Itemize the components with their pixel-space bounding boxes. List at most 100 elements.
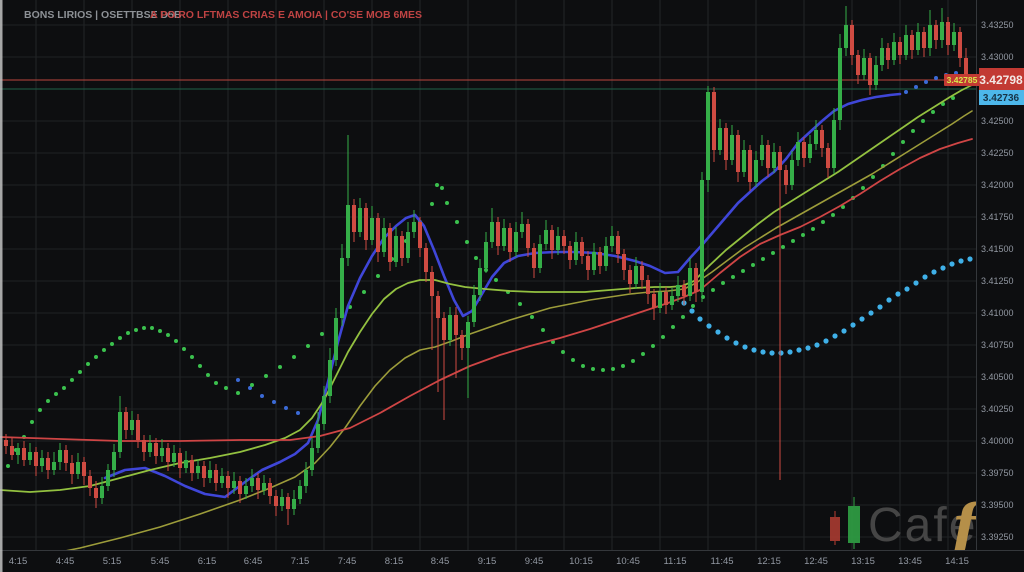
candle: [562, 236, 566, 246]
candle: [874, 65, 878, 85]
candle: [766, 145, 770, 168]
candle: [244, 486, 248, 494]
sar-topright-blue-dot: [904, 90, 908, 94]
sar-topright-blue-dot: [914, 85, 918, 89]
candle: [364, 208, 368, 240]
sar-hump-green-dot: [150, 326, 154, 330]
kijun-cyan-dotted-dot: [805, 345, 811, 351]
candle: [718, 128, 722, 150]
left-edge-scrollbar[interactable]: [0, 0, 3, 572]
candle: [58, 450, 62, 462]
kijun-cyan-dotted-dot: [778, 350, 784, 356]
candle: [892, 42, 896, 60]
sar-parabola-green-dot: [591, 367, 595, 371]
candle: [358, 208, 362, 232]
price-label: 3.39250: [981, 532, 1014, 542]
candle: [688, 268, 692, 296]
price-label: 3.39500: [981, 500, 1014, 510]
time-label: 5:45: [151, 556, 170, 567]
candle: [436, 296, 440, 318]
sar-parabola-green-dot: [831, 213, 835, 217]
time-axis-background[interactable]: [0, 550, 1024, 572]
candle: [490, 222, 494, 242]
candle: [748, 150, 752, 182]
candle: [178, 453, 182, 468]
time-label: 14:15: [945, 556, 969, 567]
candle: [238, 481, 242, 494]
candle: [10, 446, 14, 455]
candle: [778, 152, 782, 170]
time-label: 8:15: [385, 556, 404, 567]
bid-price-tag-value: 3.42798: [979, 73, 1023, 87]
candle: [742, 150, 746, 172]
candle: [754, 160, 758, 182]
time-label: 13:45: [898, 556, 922, 567]
kijun-cyan-dotted-dot: [733, 340, 739, 346]
sar-parabola-green-dot: [901, 140, 905, 144]
time-axis[interactable]: 4:15 4:45 5:15 5:45 6:15 6:45 7:15 7:45 8:15 8:45…: [0, 550, 1024, 572]
candle: [16, 448, 20, 455]
candle: [304, 470, 308, 486]
candle: [28, 452, 32, 460]
candle: [808, 144, 812, 158]
sar-ascending-green-dot: [236, 391, 240, 395]
candle: [622, 254, 626, 270]
candle: [700, 180, 704, 292]
sar-hump-green-dot: [214, 381, 218, 385]
candle: [76, 462, 80, 474]
logo-word-cafe: Cafe: [868, 499, 977, 552]
time-label: 5:15: [103, 556, 122, 567]
candle: [160, 448, 164, 456]
sar-hump-green-dot: [206, 373, 210, 377]
sar-parabola-green-dot: [581, 364, 585, 368]
sar-hump-green-dot: [30, 420, 34, 424]
candle: [280, 497, 284, 506]
candle: [352, 205, 356, 232]
kijun-cyan-dotted-dot: [823, 338, 829, 344]
candle: [898, 42, 902, 55]
candle: [46, 458, 50, 470]
candle: [328, 360, 332, 396]
sar-hump-green-dot: [110, 342, 114, 346]
candle: [940, 22, 944, 40]
price-label: 3.41500: [981, 244, 1014, 254]
candle: [706, 92, 710, 180]
sar-parabola-green-dot: [474, 256, 478, 260]
candle: [916, 32, 920, 50]
candle: [382, 228, 386, 252]
candle: [256, 478, 260, 490]
sar-parabola-green-dot: [445, 201, 449, 205]
chart-title-symbol: BONS LIRIOS | OSETTBSE D5B: [24, 9, 182, 21]
kijun-cyan-dotted-dot: [796, 347, 802, 353]
candle: [472, 295, 476, 322]
candle: [592, 252, 596, 270]
sar-hump-green-dot: [70, 378, 74, 382]
candle: [292, 499, 296, 509]
candle: [664, 292, 668, 305]
candle: [100, 486, 104, 498]
candle: [922, 32, 926, 48]
sar-hump-blue-tail-dot: [272, 400, 276, 404]
candle: [646, 280, 650, 294]
ask-price-tag-value: 3.42736: [983, 93, 1020, 104]
candle: [316, 424, 320, 448]
candle: [454, 315, 458, 335]
sar-hump-blue-tail-dot: [284, 406, 288, 410]
sar-parabola-green-dot: [911, 129, 915, 133]
candle: [274, 496, 278, 506]
candle: [814, 130, 818, 144]
candle: [190, 460, 194, 473]
sar-parabola-green-dot: [621, 364, 625, 368]
price-label: 3.39750: [981, 468, 1014, 478]
sar-hump-blue-tail-dot: [248, 386, 252, 390]
sar-topright-blue-dot: [924, 80, 928, 84]
sar-topright-blue-dot: [934, 76, 938, 80]
candle: [886, 48, 890, 60]
candles-layer: [4, 6, 968, 525]
candle: [406, 232, 410, 258]
candle: [34, 452, 38, 466]
time-label: 8:45: [431, 556, 450, 567]
candle: [232, 481, 236, 488]
